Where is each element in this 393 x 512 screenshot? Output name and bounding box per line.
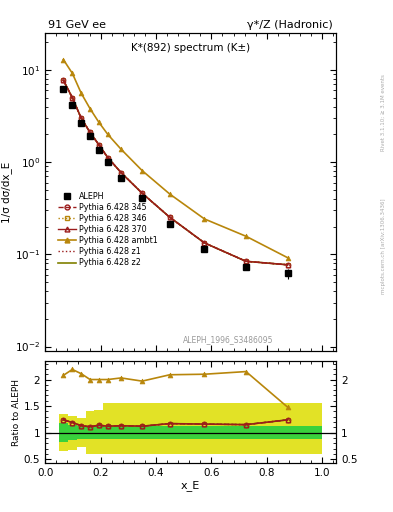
Text: ALEPH_1996_S3486095: ALEPH_1996_S3486095	[183, 335, 274, 345]
Legend: ALEPH, Pythia 6.428 345, Pythia 6.428 346, Pythia 6.428 370, Pythia 6.428 ambt1,: ALEPH, Pythia 6.428 345, Pythia 6.428 34…	[58, 192, 158, 267]
Y-axis label: 1/σ dσ/dx_E: 1/σ dσ/dx_E	[1, 161, 12, 223]
Y-axis label: Ratio to ALEPH: Ratio to ALEPH	[12, 379, 21, 445]
Text: γ*/Z (Hadronic): γ*/Z (Hadronic)	[247, 20, 333, 30]
Text: 91 GeV ee: 91 GeV ee	[48, 20, 106, 30]
Text: Rivet 3.1.10; ≥ 3.1M events: Rivet 3.1.10; ≥ 3.1M events	[381, 74, 386, 151]
Text: mcplots.cern.ch [arXiv:1306.3436]: mcplots.cern.ch [arXiv:1306.3436]	[381, 198, 386, 293]
X-axis label: x_E: x_E	[181, 480, 200, 490]
Text: K*(892) spectrum (K±): K*(892) spectrum (K±)	[131, 43, 250, 53]
